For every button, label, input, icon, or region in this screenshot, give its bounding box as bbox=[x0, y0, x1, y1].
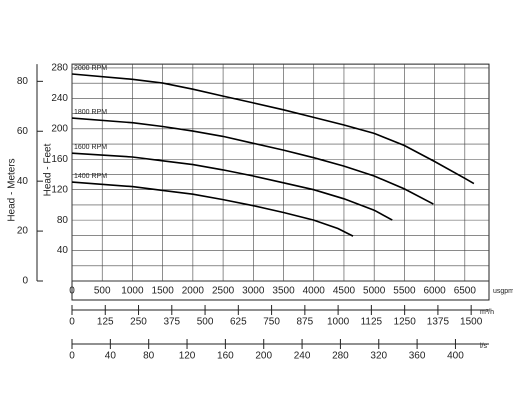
series-label: 1400 RPM bbox=[74, 173, 107, 180]
x2-tick-label: 125 bbox=[97, 317, 114, 328]
x2-tick-label: 375 bbox=[163, 317, 180, 328]
x3-tick-label: 200 bbox=[255, 351, 272, 362]
y2-tick-label: 60 bbox=[17, 126, 29, 137]
x3-tick-label: 400 bbox=[447, 351, 464, 362]
x3-tick-label: 280 bbox=[332, 351, 349, 362]
x-tick-label: 6000 bbox=[423, 286, 446, 297]
y-tick-label: 80 bbox=[57, 215, 69, 226]
y2-tick-label: 0 bbox=[22, 276, 28, 287]
x-tick-label: 2500 bbox=[212, 286, 235, 297]
x-tick-label: 0 bbox=[69, 286, 75, 297]
y2-tick-label: 20 bbox=[17, 226, 29, 237]
y-tick-label: 120 bbox=[51, 184, 68, 195]
x-tick-label: 2000 bbox=[182, 286, 205, 297]
y-tick-label: 200 bbox=[51, 123, 68, 134]
y-tick-label: 280 bbox=[51, 63, 68, 74]
x2-tick-label: 1250 bbox=[394, 317, 417, 328]
x-tick-label: 5000 bbox=[363, 286, 386, 297]
x-tick-label: 5500 bbox=[393, 286, 416, 297]
x2-tick-label: 625 bbox=[230, 317, 247, 328]
x2-tick-label: 1375 bbox=[427, 317, 450, 328]
x3-tick-label: 0 bbox=[69, 351, 75, 362]
x3-tick-label: 360 bbox=[409, 351, 426, 362]
x-tick-label: 4000 bbox=[303, 286, 326, 297]
x2-tick-label: 500 bbox=[197, 317, 214, 328]
y-tick-label: 160 bbox=[51, 154, 68, 165]
x3-tick-label: 240 bbox=[294, 351, 311, 362]
y2-axis-title: Head - Meters bbox=[7, 158, 18, 221]
curve bbox=[71, 181, 354, 237]
x2-tick-label: 750 bbox=[263, 317, 280, 328]
curve bbox=[71, 117, 434, 205]
x2-tick-label: 1125 bbox=[361, 317, 383, 328]
series-label: 1800 RPM bbox=[74, 109, 107, 116]
y2-tick-label: 80 bbox=[17, 76, 29, 87]
x3-tick-label: 40 bbox=[105, 351, 117, 362]
x2-tick-label: 0 bbox=[69, 317, 75, 328]
x-axis-title: usgpm bbox=[493, 288, 513, 295]
x-tick-label: 1000 bbox=[121, 286, 144, 297]
y-tick-label: 40 bbox=[57, 245, 69, 256]
x3-axis-title: l/s bbox=[480, 343, 488, 350]
series-label: 2000 RPM bbox=[74, 65, 107, 72]
y2-tick-label: 40 bbox=[17, 176, 29, 187]
x3-tick-label: 120 bbox=[179, 351, 196, 362]
x3-tick-label: 80 bbox=[143, 351, 155, 362]
x-tick-label: 3500 bbox=[272, 286, 295, 297]
x2-tick-label: 1500 bbox=[460, 317, 483, 328]
x2-tick-label: 875 bbox=[297, 317, 314, 328]
y-tick-label: 240 bbox=[51, 93, 68, 104]
x-tick-label: 4500 bbox=[333, 286, 356, 297]
x-tick-label: 500 bbox=[94, 286, 111, 297]
curve bbox=[71, 73, 475, 185]
series-label: 1600 RPM bbox=[74, 144, 107, 151]
x2-tick-label: 1000 bbox=[327, 317, 350, 328]
x3-tick-label: 160 bbox=[217, 351, 234, 362]
x-tick-label: 6500 bbox=[454, 286, 477, 297]
curve bbox=[71, 152, 393, 221]
x3-tick-label: 320 bbox=[370, 351, 387, 362]
y-axis-title: Head - Feet bbox=[43, 143, 54, 196]
x-tick-label: 1500 bbox=[152, 286, 175, 297]
x-tick-label: 3000 bbox=[242, 286, 265, 297]
x2-axis-title: m³/h bbox=[480, 309, 494, 316]
x2-tick-label: 250 bbox=[130, 317, 147, 328]
